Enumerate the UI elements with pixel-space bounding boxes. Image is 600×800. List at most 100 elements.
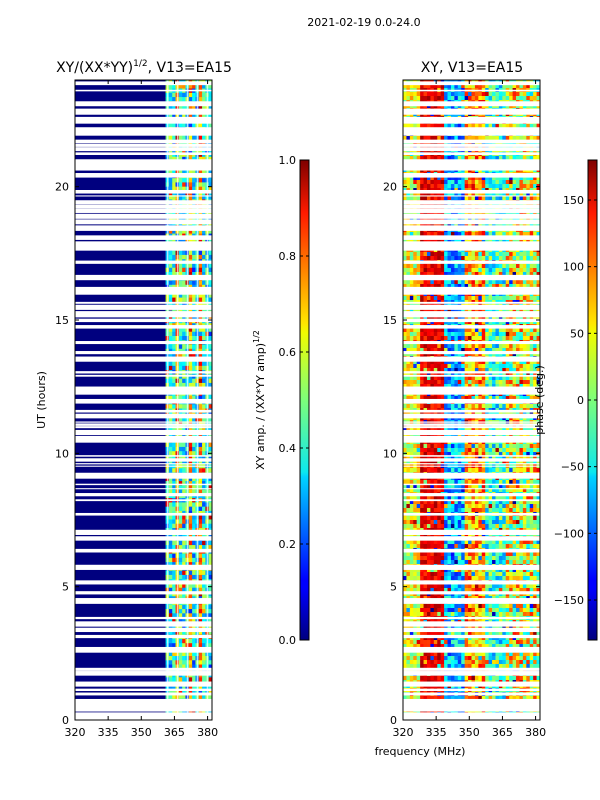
- amplitude-cell: [208, 293, 212, 298]
- phase-cell: [516, 232, 520, 237]
- phase-cell: [471, 280, 476, 285]
- amplitude-cell: [198, 374, 203, 380]
- phase-cell: [526, 316, 531, 321]
- phase-cell: [485, 256, 490, 261]
- amplitude-cell: [182, 609, 186, 614]
- phase-cell: [403, 268, 407, 273]
- phase-cell: [409, 280, 414, 285]
- phase-cell: [502, 320, 507, 325]
- phase-cell: [502, 96, 507, 101]
- phase-cell: [409, 308, 414, 313]
- phase-cell: [440, 252, 445, 257]
- amplitude-cell: [208, 643, 212, 648]
- phase-cell: [426, 272, 431, 277]
- amplitude-cell: [172, 643, 176, 648]
- phase-cell: [468, 136, 472, 141]
- phase-cell: [444, 156, 448, 161]
- amplitude-cell: [208, 182, 212, 188]
- phase-cell: [505, 196, 510, 201]
- phase-cell: [478, 92, 483, 97]
- amplitude-cell: [178, 660, 183, 665]
- phase-cell: [409, 232, 414, 237]
- amplitude-flagged-row: [75, 152, 212, 155]
- phase-cell: [409, 320, 414, 325]
- amplitude-cell: [168, 263, 173, 269]
- phase-cell: [433, 176, 438, 181]
- phase-cell: [492, 320, 496, 325]
- amplitude-cell: [208, 280, 212, 286]
- amplitude-cell: [168, 685, 173, 691]
- phase-cell: [498, 344, 503, 349]
- phase-cell: [498, 92, 503, 97]
- amplitude-cell: [168, 570, 173, 576]
- phase-cell: [413, 96, 418, 101]
- amplitude-cell: [178, 651, 183, 657]
- phase-cell: [430, 196, 435, 201]
- phase-cell: [533, 92, 537, 97]
- amplitude-cell: [208, 553, 212, 559]
- phase-cell: [457, 316, 462, 321]
- amplitude-cell: [178, 617, 183, 623]
- phase-cell: [488, 308, 493, 313]
- phase-cell: [409, 84, 414, 89]
- amplitude-colorbar-tick-label: 0.4: [279, 442, 297, 455]
- amplitude-cell: [208, 523, 212, 529]
- phase-cell: [403, 264, 407, 269]
- phase-cell: [488, 284, 493, 289]
- phase-cell: [512, 268, 517, 273]
- phase-cell: [468, 296, 472, 301]
- amplitude-cell: [198, 468, 203, 473]
- phase-cell: [522, 192, 527, 197]
- amplitude-cell: [178, 485, 183, 490]
- phase-cell: [420, 296, 424, 301]
- phase-cell: [423, 280, 428, 285]
- amplitude-cell: [198, 562, 203, 567]
- phase-cell: [468, 92, 472, 97]
- amplitude-cell: [202, 651, 206, 657]
- phase-cell: [450, 344, 455, 349]
- amplitude-cell: [192, 485, 196, 490]
- amplitude-cell: [198, 263, 203, 269]
- phase-cell: [474, 320, 479, 325]
- phase-cell: [502, 332, 507, 337]
- phase-cell: [474, 176, 479, 181]
- phase-cell: [492, 308, 496, 313]
- phase-cell: [454, 272, 459, 277]
- amplitude-cell: [188, 660, 193, 665]
- phase-cell: [416, 332, 421, 337]
- amplitude-cell: [178, 293, 183, 298]
- amplitude-cell: [178, 331, 183, 337]
- phase-cell: [413, 268, 418, 273]
- phase-cell: [536, 96, 540, 101]
- amplitude-cell: [188, 468, 193, 473]
- phase-cell: [509, 280, 513, 285]
- phase-cell: [454, 136, 459, 141]
- phase-cell: [485, 264, 490, 269]
- phase-cell: [509, 344, 513, 349]
- suptitle: 2021-02-19 0.0-24.0: [307, 16, 420, 29]
- phase-cell: [498, 332, 503, 337]
- amplitude-flagged-row: [75, 164, 212, 169]
- amplitude-cell: [188, 353, 193, 358]
- phase-cell: [437, 96, 442, 101]
- amplitude-cell: [192, 169, 196, 175]
- phase-cell: [505, 84, 510, 89]
- amplitude-cell: [172, 297, 176, 303]
- amplitude-cell: [182, 523, 186, 529]
- phase-cell: [526, 328, 531, 333]
- phase-cell: [433, 284, 438, 289]
- phase-cell: [474, 124, 479, 129]
- amplitude-cell: [188, 485, 193, 490]
- phase-cell: [509, 252, 513, 257]
- phase-cell: [444, 256, 448, 261]
- amplitude-cell: [168, 540, 173, 546]
- phase-cell: [529, 344, 534, 349]
- phase-cell: [416, 136, 421, 141]
- phase-cell: [409, 184, 414, 189]
- phase-cell: [533, 268, 537, 273]
- phase-cell: [512, 336, 517, 341]
- phase-cell: [457, 176, 462, 181]
- phase-cell: [492, 136, 496, 141]
- phase-cell: [440, 92, 445, 97]
- amplitude-cell: [208, 417, 212, 422]
